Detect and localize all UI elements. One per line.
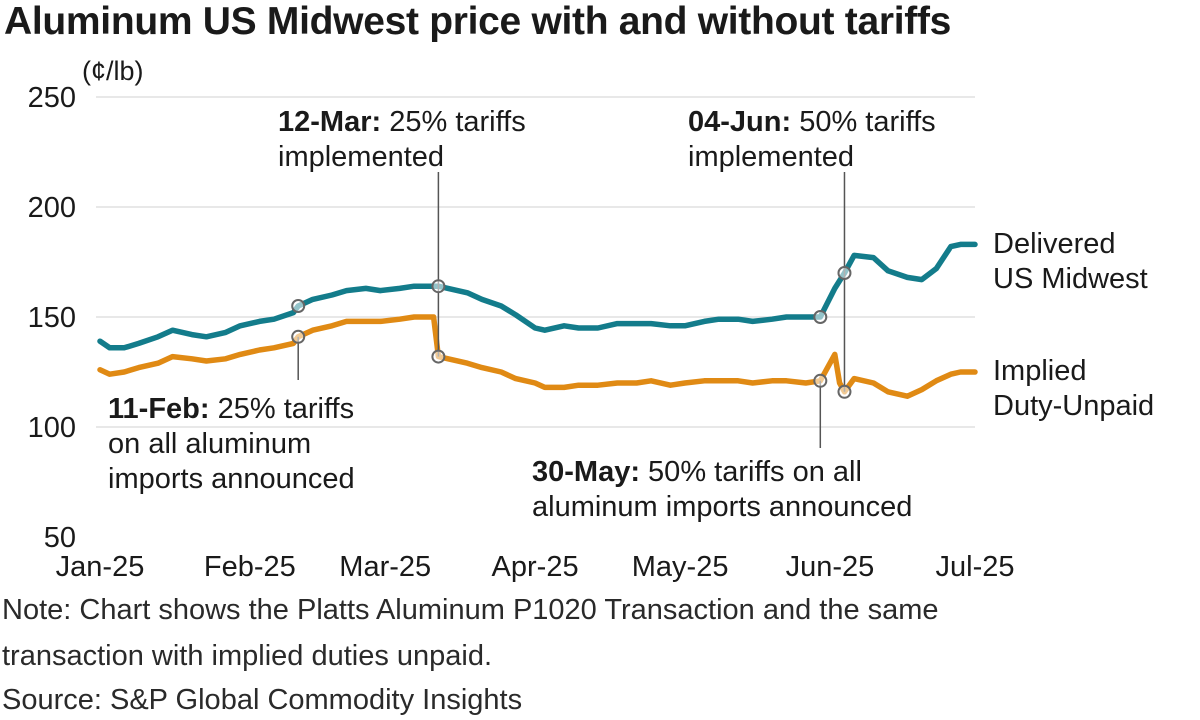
annotation-marker: [431, 279, 446, 294]
chart-title: Aluminum US Midwest price with and witho…: [4, 0, 952, 43]
annotation-text: imports announced: [108, 463, 355, 495]
grid-lines: [96, 96, 975, 428]
line-chart: 50 100 150 200 250(¢/lb) Jan-25 Feb-25 Mar-25 Ap…: [28, 56, 1155, 583]
annotation-text: implemented: [278, 141, 444, 173]
axis-labels: 50 100 150 200 250(¢/lb) Jan-25 Feb-25 Mar-25 Ap…: [28, 56, 1015, 583]
annotation-text: 04-Jun: 50% tariffs: [688, 106, 936, 138]
annotation-text: implemented: [688, 141, 854, 173]
annotation-marker: [813, 310, 828, 324]
annotation-text: on all aluminum: [108, 428, 311, 460]
x-tick-label: Mar-25: [339, 551, 431, 583]
series-label: US Midwest: [993, 263, 1148, 295]
chart-note-line-2: transaction with implied duties unpaid.: [2, 640, 493, 672]
annotation-marker: [837, 266, 852, 280]
series-label: Duty-Unpaid: [993, 390, 1154, 422]
series-label: Delivered: [993, 228, 1116, 260]
x-tick-label: Jul-25: [936, 551, 1015, 583]
annotation-marker: [291, 329, 306, 344]
x-tick-label: Jan-25: [56, 551, 145, 583]
annotation-marker: [813, 373, 828, 388]
y-tick-label: 100: [28, 412, 76, 444]
annotation-text: 30-May: 50% tariffs on all: [532, 456, 862, 488]
y-tick-label: 200: [28, 192, 76, 224]
annotation-text: 11-Feb: 25% tariffs: [108, 393, 354, 425]
chart-source: Source: S&P Global Commodity Insights: [2, 684, 523, 716]
annotation-marker: [431, 349, 446, 364]
annotation-text: 12-Mar: 25% tariffs: [278, 106, 526, 138]
y-tick-label: 250: [28, 82, 76, 114]
chart-note-line-1: Note: Chart shows the Platts Aluminum P1…: [2, 594, 939, 626]
series-label: Implied: [993, 355, 1087, 387]
y-tick-label: 50: [44, 522, 76, 554]
annotation-marker: [291, 299, 306, 313]
y-unit-label: (¢/lb): [82, 56, 144, 86]
x-tick-label: Feb-25: [204, 551, 296, 583]
x-tick-label: Apr-25: [492, 551, 579, 583]
annotation-marker: [837, 384, 852, 399]
x-tick-label: Jun-25: [786, 551, 875, 583]
annotation-text: aluminum imports announced: [532, 491, 912, 523]
y-tick-label: 150: [28, 302, 76, 334]
x-tick-label: May-25: [632, 551, 729, 583]
